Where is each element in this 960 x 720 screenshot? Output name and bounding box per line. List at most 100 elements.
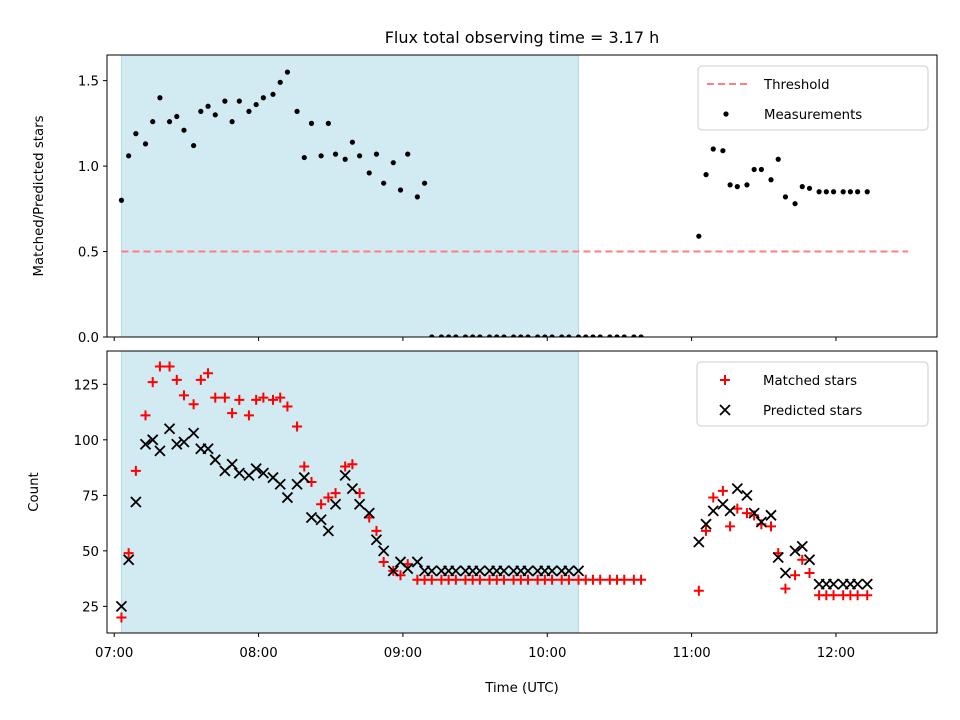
bottom-y-tick-label: 75 <box>82 489 99 504</box>
bottom-predicted-stars-point <box>765 509 777 521</box>
x-tick-label: 10:00 <box>528 646 566 661</box>
top-measurements-point <box>542 334 548 337</box>
bottom-matched-stars-point <box>140 410 151 421</box>
top-measurements-point <box>518 334 524 337</box>
bottom-matched-stars-point <box>780 583 791 594</box>
top-measurements-point <box>758 166 764 173</box>
bottom-predicted-stars-point <box>707 505 719 517</box>
bottom-predicted-stars-point <box>522 565 534 577</box>
top-measurements-point <box>799 184 805 190</box>
top-measurements-point <box>150 119 156 125</box>
bottom-predicted-stars-point <box>322 525 334 537</box>
bottom-predicted-stars-point <box>115 600 128 612</box>
bottom-predicted-stars-point <box>779 567 792 579</box>
top-measurements-point <box>318 153 324 159</box>
top-measurements-point <box>157 95 163 101</box>
bottom-predicted-stars-point <box>748 507 760 519</box>
top-measurements-point <box>470 334 476 337</box>
bottom-matched-stars-point <box>701 525 712 536</box>
bottom-predicted-stars-point <box>450 565 462 577</box>
bottom-predicted-stars-point <box>123 554 135 566</box>
top-measurements-point <box>792 201 798 207</box>
top-measurements-point <box>174 113 180 120</box>
top-measurements-point <box>830 189 837 195</box>
top-measurements-point <box>325 120 331 126</box>
top-measurements-point <box>332 151 339 157</box>
bottom-matched-stars-point <box>154 361 165 372</box>
bottom-matched-stars-point <box>426 574 437 585</box>
bottom-y-axis-label: Count <box>27 472 42 512</box>
bottom-predicted-stars-point <box>741 489 753 501</box>
top-shaded-region <box>120 54 580 338</box>
bottom-matched-stars-point <box>474 574 485 585</box>
bottom-predicted-stars-point <box>339 469 351 481</box>
bottom-matched-stars-point <box>804 568 815 579</box>
bottom-matched-stars-point <box>619 574 630 585</box>
bottom-matched-stars-point <box>862 590 873 601</box>
bottom-predicted-stars-point <box>563 565 575 577</box>
top-measurements-point <box>421 180 428 186</box>
top-measurements-point <box>405 151 411 157</box>
top-measurements-point <box>847 189 853 195</box>
bottom-predicted-stars-point <box>209 454 221 466</box>
bottom-matched-stars-point <box>636 574 647 585</box>
bottom-predicted-stars-point <box>233 467 245 479</box>
bottom-matched-stars-point <box>378 556 389 567</box>
bottom-predicted-stars-point <box>731 483 743 495</box>
bottom-legend-predicted-stars-label: Predicted stars <box>763 404 862 419</box>
bottom-predicted-stars-point <box>187 427 200 439</box>
top-measurements-point <box>191 142 197 149</box>
top-plot-area <box>118 69 909 337</box>
bottom-predicted-stars-point <box>163 423 176 435</box>
bottom-predicted-stars-point <box>700 518 712 530</box>
top-measurements-point <box>840 189 846 195</box>
bottom-predicted-stars-point <box>803 554 816 566</box>
top-measurements-point <box>501 334 507 337</box>
bottom-y-tick-label: 50 <box>82 545 99 560</box>
bottom-predicted-stars-point <box>147 434 159 446</box>
bottom-matched-stars-point <box>547 574 558 585</box>
bottom-predicted-stars-point <box>426 565 438 577</box>
bottom-predicted-stars-point <box>298 471 310 484</box>
top-measurements-point <box>277 79 283 85</box>
top-measurements-point <box>118 197 125 203</box>
bottom-legend-predicted-stars-swatch <box>719 404 731 416</box>
top-measurements-point <box>438 334 445 337</box>
top-panel: 0.0 0.5 1.0 1.5 Matched/Predicted stars Thres… <box>32 54 938 346</box>
x-tick-label: 08:00 <box>239 646 277 661</box>
top-measurements-point <box>823 189 829 195</box>
top-measurements-point <box>126 153 132 159</box>
top-measurements-point <box>597 334 603 337</box>
bottom-predicted-stars-point <box>202 443 214 455</box>
top-measurements-point <box>703 172 709 178</box>
top-measurements-point <box>453 334 459 337</box>
bottom-matched-stars-point <box>340 461 351 472</box>
bottom-matched-stars-point <box>171 374 182 385</box>
bottom-matched-stars-point <box>852 590 863 601</box>
bottom-matched-stars-point <box>498 574 509 585</box>
top-measurements-point <box>446 334 452 337</box>
bottom-matched-stars-point <box>282 401 293 412</box>
top-measurements-point <box>357 153 363 159</box>
top-measurements-point <box>198 108 204 114</box>
top-measurements-point <box>205 103 211 109</box>
top-measurements-point <box>744 182 750 188</box>
top-measurements-point <box>397 187 404 193</box>
top-measurements-point <box>607 334 613 337</box>
x-axis-label: Time (UTC) <box>484 681 559 696</box>
bottom-predicted-stars-point <box>789 545 801 557</box>
bottom-predicted-stars-point <box>851 578 864 590</box>
x-tick-label: 12:00 <box>817 646 855 661</box>
top-measurements-point <box>229 119 235 125</box>
bottom-matched-stars-point <box>732 503 743 514</box>
x-tick-label: 09:00 <box>384 646 422 661</box>
bottom-matched-stars-point <box>251 394 262 405</box>
bottom-predicted-stars-point <box>250 463 262 475</box>
top-measurements-point <box>260 95 266 101</box>
top-measurements-point <box>782 194 789 200</box>
top-measurements-point <box>590 334 596 337</box>
bottom-plot-area <box>115 361 873 623</box>
bottom-predicted-stars-point <box>130 496 142 508</box>
bottom-matched-stars-point <box>766 521 776 532</box>
